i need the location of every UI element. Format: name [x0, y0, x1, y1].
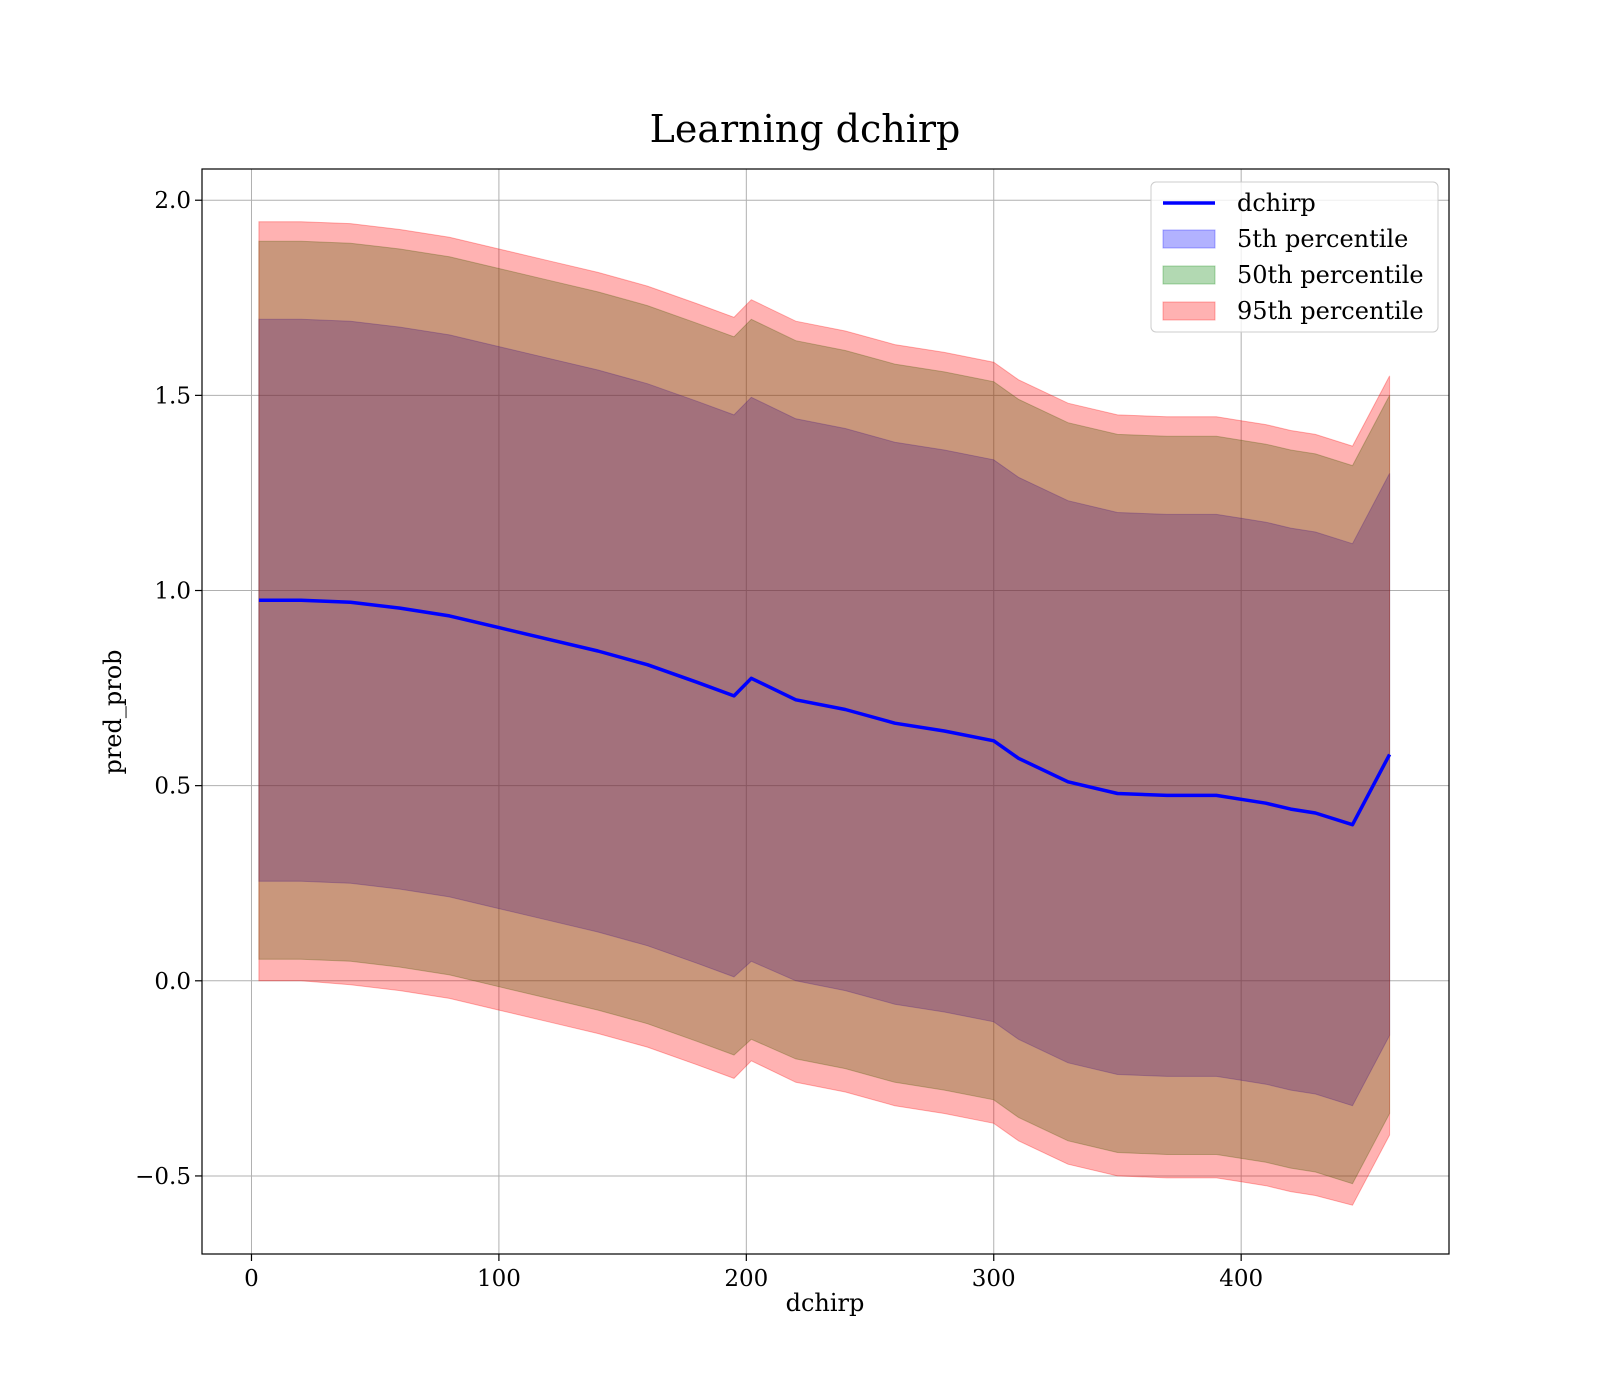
legend-label-5th: 5th percentile	[1237, 225, 1408, 253]
y-tick-label: 1.5	[154, 383, 191, 409]
y-tick-label: −0.5	[135, 1164, 191, 1190]
legend-swatch-95th	[1162, 301, 1216, 321]
x-axis-label: dchirp	[786, 1289, 865, 1317]
gridlines	[202, 169, 1449, 1254]
band-50th-percentile	[258, 240, 1391, 1185]
legend-label-95th: 95th percentile	[1237, 297, 1424, 325]
y-tick-label: 0.5	[154, 774, 191, 800]
plot-frame	[201, 168, 1450, 1255]
legend-swatch-50th	[1162, 265, 1216, 285]
x-tick-label: 0	[244, 1266, 259, 1292]
legend-swatch-5th	[1162, 229, 1216, 249]
y-tick-label: 0.0	[154, 969, 191, 995]
x-tick-label: 200	[724, 1266, 768, 1292]
y-tick-label: 2.0	[154, 188, 191, 214]
percentile-bands	[258, 221, 1391, 1206]
x-tick-label: 400	[1219, 1266, 1263, 1292]
legend-box	[1150, 181, 1439, 333]
chart-title: Learning dchirp	[650, 107, 961, 151]
band-5th-percentile	[258, 318, 1391, 1107]
legend: dchirp 5th percentile 50th percentile 95th …	[1150, 181, 1439, 333]
series-lines	[258, 598, 1392, 827]
series-line-dchirp	[258, 598, 1392, 827]
y-tick-label: 1.0	[154, 579, 191, 605]
y-axis-label: pred_prob	[99, 649, 127, 774]
x-tick-label: 300	[972, 1266, 1016, 1292]
x-tick-label: 100	[477, 1266, 521, 1292]
x-axis-ticks: 0 100 200 300 400	[244, 1254, 1263, 1292]
legend-label-50th: 50th percentile	[1237, 261, 1424, 289]
y-axis-ticks: −0.5 0.0 0.5 1.0 1.5 2.0	[135, 188, 202, 1190]
band-95th-percentile	[258, 221, 1391, 1206]
legend-label-dchirp: dchirp	[1237, 189, 1316, 217]
